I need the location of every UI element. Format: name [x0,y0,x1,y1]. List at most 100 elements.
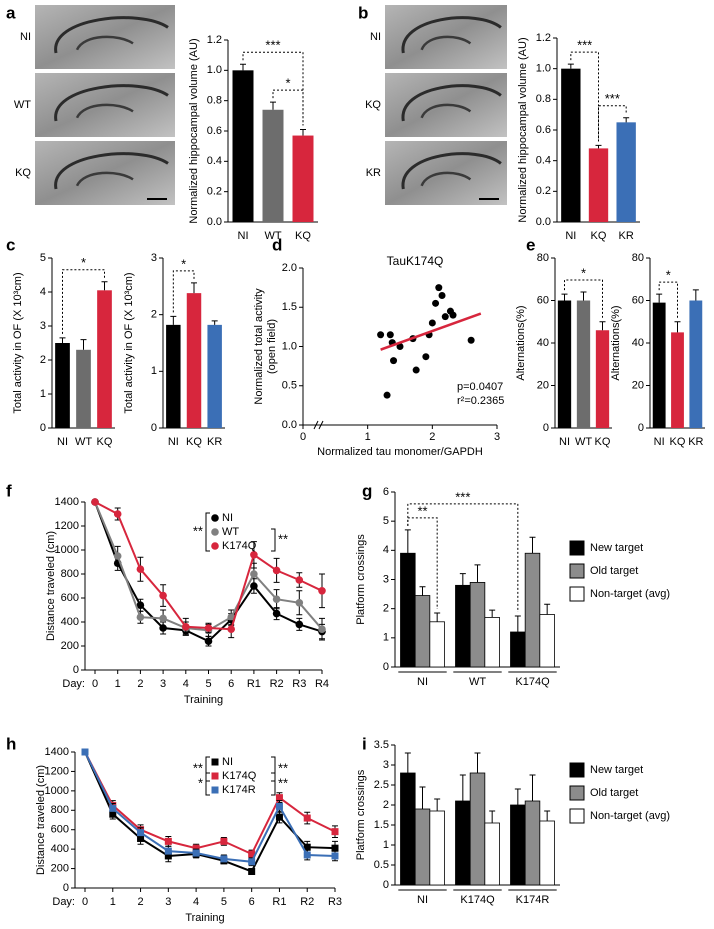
x-tick-label: KR [688,436,703,448]
dentate-gyrus [420,171,472,187]
y-tick-label: 0.5 [374,859,389,871]
significance-label: ** [417,503,427,518]
x-tick-label: R3 [292,678,306,690]
axis-break [313,420,324,430]
data-point [192,849,200,857]
legend-significance: ** [278,775,288,790]
error-bar [580,291,587,301]
legend-label: K174Q [222,540,257,552]
x-tick-label: NI [168,436,179,448]
data-point [137,829,145,837]
x-prefix-label: Day: [62,678,85,690]
y-tick-label: 60 [632,294,644,306]
legend-marker [211,528,219,536]
y-tick-label: 2 [383,603,389,615]
bar [484,617,500,668]
x-tick-label: NI [559,436,570,448]
y-axis-label: Platform crossings [355,769,367,860]
significance-label: * [81,255,86,270]
y-tick-label: 0.0 [282,419,297,431]
error-bar [474,564,481,583]
data-point [136,613,145,621]
legend-bracket [271,756,276,782]
y-tick-label: 800 [61,568,79,580]
y-tick-label: 200 [61,640,79,652]
x-tick-label: 2 [429,431,435,443]
x-tick-label: KQ [670,436,686,448]
data-point [386,331,394,339]
dentate-gyrus [75,35,134,51]
y-tick-label: 0 [638,422,644,434]
legend-swatch [569,762,585,778]
hippocampus-outline [401,84,502,122]
y-tick-label: 400 [61,616,79,628]
significance-label: * [285,76,290,91]
annotation: r²=0.2365 [457,395,504,407]
data-point [303,843,311,851]
x-tick-label: 2 [137,896,143,908]
hippocampus-outline [401,16,502,54]
data-point [272,595,281,603]
x-tick-label: R4 [315,678,329,690]
panel-letter: c [6,235,15,254]
bar [76,349,91,428]
error-bar [419,586,426,596]
legend-marker [211,772,219,780]
image-label: KR [366,167,381,179]
hippocampus-outline [54,152,169,190]
dentate-gyrus [420,35,472,51]
bar [292,135,314,222]
bar [469,582,486,668]
y-tick-label: 1.0 [207,64,222,76]
error-bar [59,337,66,343]
error-bar [191,282,197,294]
data-point [227,625,235,633]
y-tick-label: 80 [537,252,549,264]
y-tick-label: 1 [40,388,46,400]
bar [429,621,445,668]
y-tick-label: 0 [383,879,389,891]
x-tick-label: R2 [270,678,284,690]
y-tick-label: 80 [632,252,644,264]
x-tick-label: KQ [591,230,607,242]
legend-significance: ** [193,760,203,775]
y-tick-label: 0.0 [536,216,551,228]
panel-letter: g [362,481,372,500]
error-bar [544,810,551,821]
x-tick-label: 3 [165,896,171,908]
data-point [441,313,449,321]
bar [455,584,471,668]
y-tick-label: 0 [383,661,389,673]
legend-marker [211,542,219,550]
y-axis-label: (open field) [266,319,278,374]
x-axis-label: Training [185,912,224,924]
y-tick-label: 3 [383,573,389,585]
error-bar [595,144,602,149]
image-label: WT [14,99,31,111]
y-tick-label: 4 [40,286,46,298]
data-point [438,291,446,299]
significance-bracket [242,51,304,126]
bar [616,122,636,222]
bar [207,324,222,428]
bar [539,614,555,668]
bar [510,804,526,886]
dentate-gyrus [75,103,134,119]
y-tick-label: 40 [632,337,644,349]
y-tick-label: 1.0 [282,340,297,352]
data-point [272,609,281,618]
series-line [94,501,323,631]
legend-swatch [569,808,585,824]
bar [510,631,526,668]
significance-bracket [598,105,627,142]
bar [400,772,416,886]
y-tick-label: 1200 [45,765,69,777]
bar [652,302,666,428]
panel-letter: e [526,235,535,254]
data-point [248,867,256,875]
data-point [250,551,258,559]
x-tick-label: KQ [97,436,113,448]
legend-label: Old target [590,787,638,799]
error-bar [674,321,681,333]
bar [429,810,445,886]
